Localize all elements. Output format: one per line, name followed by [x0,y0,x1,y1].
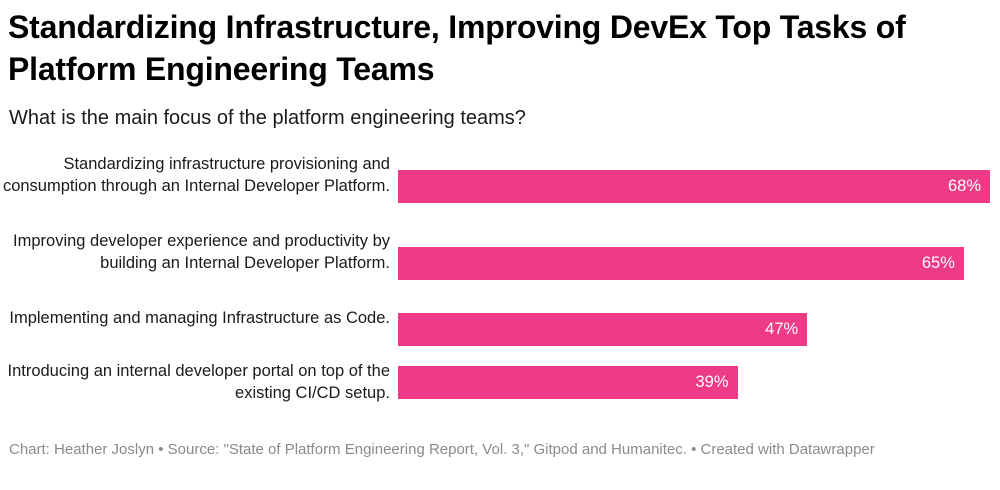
chart-title: Standardizing Infrastructure, Improving … [8,9,906,87]
category-label: Implementing and managing Infrastructure… [9,309,390,327]
bar-value-label: 47% [765,319,799,338]
bar: 39% [398,365,738,399]
bar-value-label: 68% [947,176,981,195]
category-label: Improving developer experience and produ… [13,232,390,272]
bar-chart: Standardizing infrastructure provisionin… [0,145,1000,415]
bar-value-label: 65% [921,253,955,272]
chart-subtitle: What is the main focus of the platform e… [9,107,526,129]
bar-value-label: 39% [695,372,729,391]
bar: 68% [398,169,990,203]
category-label: Standardizing infrastructure provisionin… [2,155,390,195]
bar: 47% [398,312,808,346]
category-label: Introducing an internal developer portal… [7,362,390,402]
bar: 65% [398,246,964,280]
chart-footer: Chart: Heather Joslyn • Source: "State o… [9,441,875,458]
